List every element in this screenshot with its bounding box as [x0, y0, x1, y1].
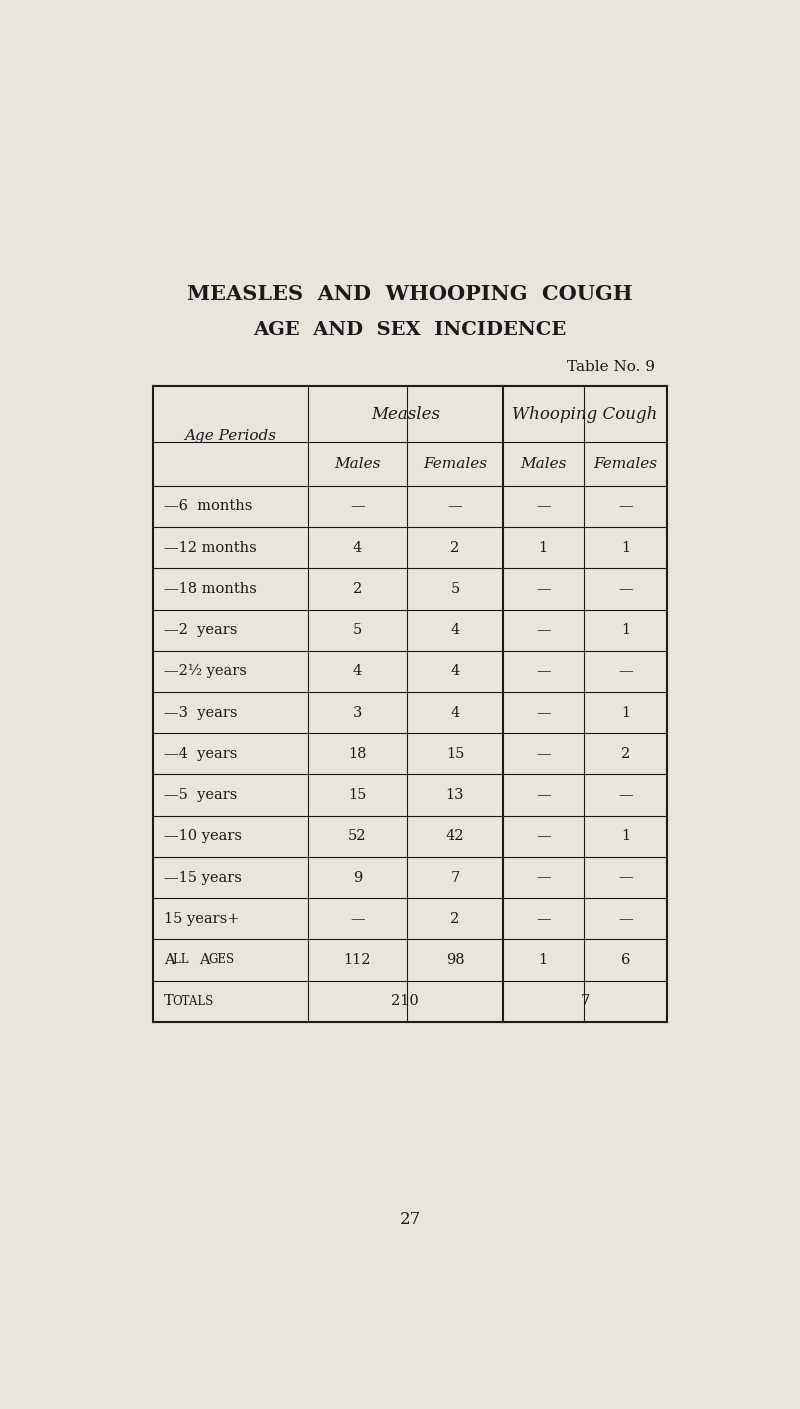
- Text: MEASLES  AND  WHOOPING  COUGH: MEASLES AND WHOOPING COUGH: [187, 283, 633, 304]
- Text: 15: 15: [348, 788, 366, 802]
- Text: —: —: [536, 871, 550, 885]
- Text: T: T: [164, 995, 174, 1009]
- Text: 112: 112: [343, 952, 371, 967]
- Text: 210: 210: [391, 995, 419, 1009]
- Text: Females: Females: [423, 457, 487, 471]
- Text: —12 months: —12 months: [164, 541, 257, 555]
- Text: —: —: [536, 747, 550, 761]
- Text: 42: 42: [446, 830, 464, 844]
- Text: OTALS: OTALS: [172, 995, 213, 1007]
- Text: 1: 1: [621, 541, 630, 555]
- Text: —: —: [536, 706, 550, 720]
- Text: —: —: [536, 830, 550, 844]
- Text: 4: 4: [450, 623, 459, 637]
- Text: Males: Males: [334, 457, 381, 471]
- Text: —: —: [618, 500, 633, 513]
- Text: GES: GES: [209, 954, 234, 967]
- Text: 15 years+: 15 years+: [164, 912, 239, 926]
- Text: 52: 52: [348, 830, 366, 844]
- Text: 6: 6: [621, 952, 630, 967]
- Text: —5  years: —5 years: [164, 788, 238, 802]
- Text: —4  years: —4 years: [164, 747, 238, 761]
- Text: 1: 1: [538, 952, 548, 967]
- Text: —18 months: —18 months: [164, 582, 257, 596]
- Text: Table No. 9: Table No. 9: [567, 359, 655, 373]
- Text: 4: 4: [353, 665, 362, 678]
- Text: AGE  AND  SEX  INCIDENCE: AGE AND SEX INCIDENCE: [254, 321, 566, 338]
- Text: A: A: [164, 952, 174, 967]
- Text: 4: 4: [450, 706, 459, 720]
- Text: —: —: [536, 912, 550, 926]
- Text: —: —: [618, 788, 633, 802]
- Text: —6  months: —6 months: [164, 500, 252, 513]
- Text: 27: 27: [399, 1210, 421, 1227]
- Text: 9: 9: [353, 871, 362, 885]
- Text: —: —: [448, 500, 462, 513]
- Text: 1: 1: [621, 623, 630, 637]
- Text: 3: 3: [353, 706, 362, 720]
- Text: —: —: [618, 871, 633, 885]
- Text: 2: 2: [621, 747, 630, 761]
- Text: —: —: [618, 912, 633, 926]
- Text: 5: 5: [450, 582, 459, 596]
- Text: 98: 98: [446, 952, 464, 967]
- Text: —10 years: —10 years: [164, 830, 242, 844]
- Text: —: —: [618, 582, 633, 596]
- Text: —3  years: —3 years: [164, 706, 238, 720]
- Text: 1: 1: [621, 830, 630, 844]
- Text: 4: 4: [353, 541, 362, 555]
- Text: —: —: [350, 912, 365, 926]
- Text: Age Periods: Age Periods: [184, 428, 276, 442]
- Text: 2: 2: [450, 541, 459, 555]
- Text: 5: 5: [353, 623, 362, 637]
- Text: —: —: [350, 500, 365, 513]
- Text: 13: 13: [446, 788, 464, 802]
- Text: —: —: [536, 500, 550, 513]
- Text: 2: 2: [353, 582, 362, 596]
- Text: Measles: Measles: [371, 406, 440, 423]
- Text: LL: LL: [173, 954, 193, 967]
- Text: —: —: [536, 582, 550, 596]
- Text: 1: 1: [538, 541, 548, 555]
- Text: 7: 7: [450, 871, 459, 885]
- Text: —: —: [536, 665, 550, 678]
- Text: —2  years: —2 years: [164, 623, 238, 637]
- Text: Males: Males: [520, 457, 566, 471]
- Text: A: A: [199, 952, 210, 967]
- Text: 15: 15: [446, 747, 464, 761]
- Text: —: —: [618, 665, 633, 678]
- Text: —: —: [536, 788, 550, 802]
- Text: 4: 4: [450, 665, 459, 678]
- Text: 18: 18: [348, 747, 366, 761]
- Text: —2½ years: —2½ years: [164, 664, 246, 679]
- Text: 1: 1: [621, 706, 630, 720]
- Text: Whooping Cough: Whooping Cough: [513, 406, 658, 423]
- Text: —15 years: —15 years: [164, 871, 242, 885]
- Text: Females: Females: [594, 457, 658, 471]
- Text: —: —: [536, 623, 550, 637]
- Text: 2: 2: [450, 912, 459, 926]
- Text: 7: 7: [581, 995, 590, 1009]
